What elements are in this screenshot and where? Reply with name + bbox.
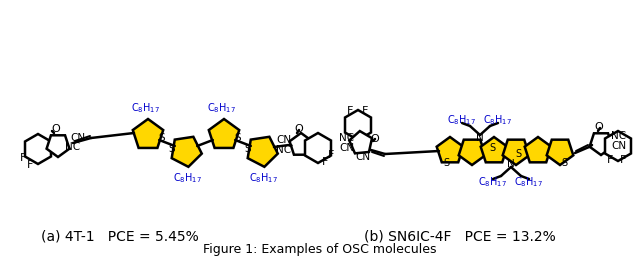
Polygon shape [47, 135, 69, 157]
Text: CN: CN [70, 133, 86, 143]
Polygon shape [209, 119, 239, 148]
Polygon shape [349, 131, 372, 153]
Polygon shape [481, 137, 508, 162]
Text: N: N [507, 159, 515, 169]
Text: N: N [476, 133, 484, 143]
Polygon shape [25, 134, 51, 164]
Text: S: S [244, 144, 251, 154]
Text: CN: CN [276, 135, 292, 145]
Text: O: O [52, 124, 60, 134]
Text: C$_8$H$_{17}$: C$_8$H$_{17}$ [250, 171, 278, 185]
Text: O: O [371, 134, 380, 144]
Text: S: S [168, 144, 175, 154]
Text: C$_8$H$_{17}$: C$_8$H$_{17}$ [447, 113, 477, 127]
Polygon shape [305, 133, 331, 163]
Text: F: F [607, 155, 613, 165]
Polygon shape [502, 140, 529, 165]
Polygon shape [289, 133, 312, 155]
Text: Figure 1: Examples of OSC molecules: Figure 1: Examples of OSC molecules [204, 243, 436, 256]
Text: C$_8$H$_{17}$: C$_8$H$_{17}$ [131, 101, 161, 115]
Text: C$_8$H$_{17}$: C$_8$H$_{17}$ [173, 171, 202, 185]
Text: S: S [561, 158, 567, 168]
Text: C$_8$H$_{17}$: C$_8$H$_{17}$ [483, 113, 513, 127]
Text: F: F [322, 157, 328, 167]
Text: O: O [595, 122, 604, 132]
Text: CN: CN [355, 152, 371, 162]
Text: NC: NC [611, 131, 627, 141]
Text: (a) 4T-1   PCE = 5.45%: (a) 4T-1 PCE = 5.45% [41, 229, 199, 243]
Text: F: F [347, 106, 353, 116]
Text: F: F [620, 155, 626, 165]
Text: S: S [234, 133, 241, 143]
Polygon shape [436, 137, 463, 162]
Polygon shape [172, 137, 202, 167]
Text: F: F [27, 160, 33, 170]
Polygon shape [459, 140, 485, 165]
Text: S: S [158, 133, 165, 143]
Text: CN: CN [611, 141, 627, 151]
Text: F: F [362, 106, 368, 116]
Polygon shape [248, 137, 278, 167]
Text: CN: CN [339, 143, 355, 153]
Text: S: S [489, 143, 495, 153]
Polygon shape [345, 110, 371, 140]
Text: NC: NC [65, 142, 81, 152]
Text: NC: NC [339, 133, 355, 143]
Text: O: O [294, 124, 303, 134]
Text: F: F [328, 150, 334, 160]
Polygon shape [589, 133, 612, 155]
Polygon shape [605, 131, 631, 161]
Polygon shape [525, 137, 551, 162]
Text: S: S [515, 149, 521, 159]
Text: NC: NC [276, 145, 292, 155]
Polygon shape [547, 140, 573, 165]
Text: C$_8$H$_{17}$: C$_8$H$_{17}$ [515, 175, 543, 189]
Text: S: S [443, 158, 449, 168]
Polygon shape [132, 119, 163, 148]
Text: (b) SN6IC-4F   PCE = 13.2%: (b) SN6IC-4F PCE = 13.2% [364, 229, 556, 243]
Text: C$_8$H$_{17}$: C$_8$H$_{17}$ [479, 175, 508, 189]
Text: C$_8$H$_{17}$: C$_8$H$_{17}$ [207, 101, 237, 115]
Text: F: F [20, 153, 26, 163]
